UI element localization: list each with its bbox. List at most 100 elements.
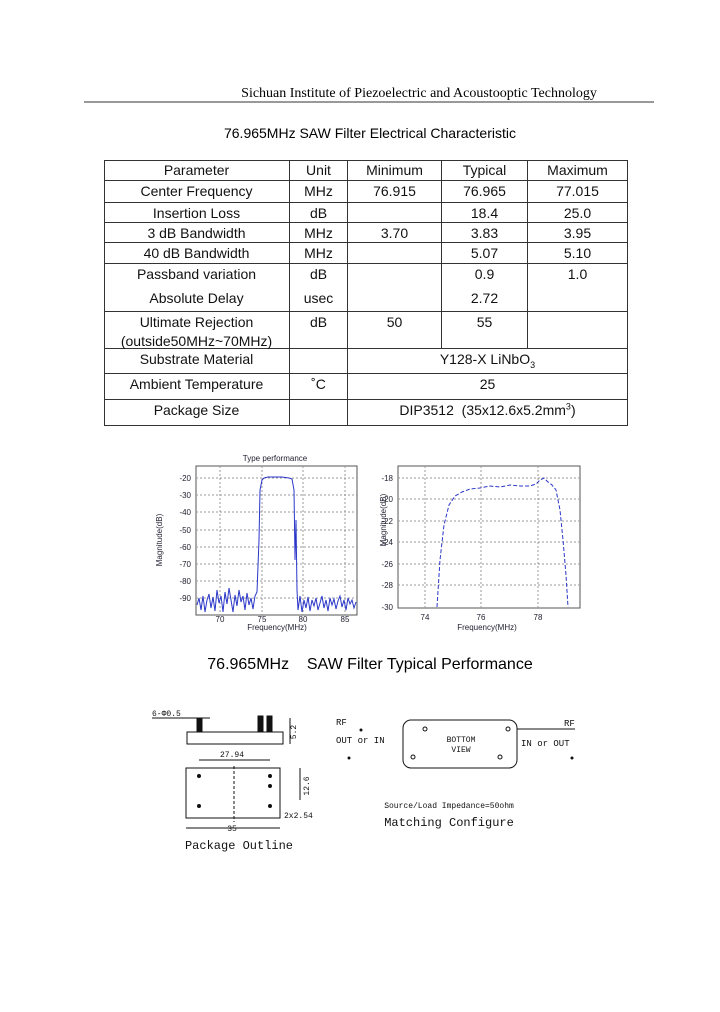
table-cell: 3.83: [442, 223, 528, 243]
value-end: ): [570, 402, 576, 418]
matching-caption: Matching Configure: [384, 816, 514, 830]
parameter-line: (outside50MHz~70MHz): [120, 333, 273, 349]
column-header: Minimum: [366, 162, 423, 178]
y-tick-label: -30: [381, 603, 393, 612]
x-axis-label: Frequency(MHz): [247, 623, 307, 632]
maximum: 25.0: [563, 205, 592, 221]
minimum: 3.70: [380, 225, 409, 241]
plot-frame: [195, 465, 358, 616]
table-cell: [348, 203, 442, 223]
x-tick-label: 74: [421, 613, 430, 622]
y-tick-label: -70: [179, 560, 191, 569]
table-cell: dB: [290, 312, 348, 349]
y-tick-label: -80: [179, 577, 191, 586]
x-tick-label: 75: [258, 615, 267, 624]
y-tick-label: -20: [381, 495, 393, 504]
performance-title: 76.965MHz SAW Filter Typical Performance: [207, 656, 533, 673]
x-tick-label: 76: [477, 613, 486, 622]
table-cell: 3 dB Bandwidth: [104, 223, 290, 243]
typical: 2.72: [470, 290, 499, 306]
table-cell: dB: [290, 203, 348, 223]
column-header: Parameter: [163, 162, 230, 178]
table-cell: Absolute Delay: [104, 288, 290, 312]
table-border: [104, 160, 105, 426]
parameter: Passband variation: [136, 266, 257, 282]
parameter: Center Frequency: [140, 183, 253, 199]
table-cell: Substrate Material: [104, 349, 290, 374]
span-label: 27.94: [220, 751, 244, 760]
table-cell: MHz: [290, 243, 348, 264]
unit: MHz: [304, 245, 333, 261]
table-cell: 5.10: [528, 243, 628, 264]
table-cell: 55: [442, 312, 528, 349]
unit: MHz: [304, 225, 333, 241]
pin-hole: [197, 804, 201, 808]
grid: [398, 466, 580, 608]
node: [347, 756, 351, 760]
y-tick-label: -26: [381, 560, 393, 569]
pin: [505, 726, 511, 732]
unit: MHz: [304, 183, 333, 199]
table-cell: Passband variation: [104, 264, 290, 288]
unit: dB: [309, 266, 328, 282]
rf-label: RF: [564, 719, 575, 729]
maximum: 5.10: [563, 245, 592, 261]
column-header: Typical: [462, 162, 507, 178]
minimum: 76.915: [373, 183, 416, 199]
matching-configuration: RF OUT or IN BOTTOM VIEW RF IN or OUT So…: [336, 718, 575, 830]
parameter: 40 dB Bandwidth: [143, 245, 250, 261]
y-tick-label: -28: [381, 581, 393, 590]
x-axis-label: Frequency(MHz): [457, 623, 517, 632]
typical: 3.83: [470, 225, 499, 241]
package-top: [185, 767, 281, 819]
table-cell: 1.0: [528, 264, 628, 288]
unit: dB: [309, 314, 328, 330]
y-tick-label: -40: [179, 508, 191, 517]
table-cell: usec: [290, 288, 348, 312]
value: 25: [479, 376, 496, 392]
x-tick-label: 70: [216, 615, 225, 624]
table-cell: 25.0: [528, 203, 628, 223]
pin: [257, 715, 264, 733]
table-cell: [348, 243, 442, 264]
view-label: BOTTOM: [447, 736, 476, 745]
pin-hole: [268, 784, 272, 788]
table-cell: Insertion Loss: [104, 203, 290, 223]
table-cell: Unit: [290, 160, 348, 181]
typical: 0.9: [474, 266, 495, 282]
unit: usec: [303, 290, 334, 306]
value: DIP3512 (35x12.6x5.2mm: [399, 402, 566, 418]
value-superscript: 3: [565, 401, 571, 412]
table-cell: 0.9: [442, 264, 528, 288]
table-cell: 3.95: [528, 223, 628, 243]
parameter: Insertion Loss: [152, 205, 241, 221]
typical: 76.965: [463, 183, 506, 199]
minimum: 50: [386, 314, 403, 330]
table-cell: [528, 288, 628, 312]
pin: [422, 726, 428, 732]
node: [359, 728, 363, 732]
height-label: 5.2: [290, 725, 299, 740]
table-cell: [290, 400, 348, 426]
pins-label: 6-Φ0.5: [152, 710, 181, 719]
table-cell: 18.4: [442, 203, 528, 223]
pin: [497, 754, 503, 760]
parameter: Substrate Material: [139, 351, 254, 367]
y-tick-label: -50: [179, 526, 191, 535]
figure-title: Type performance: [243, 454, 308, 463]
parameter: Package Size: [153, 402, 240, 418]
pin-hole: [268, 774, 272, 778]
table-cell: [348, 264, 442, 288]
x-tick-label: 85: [341, 615, 350, 624]
length-label: 35: [227, 825, 237, 834]
maximum: 77.015: [556, 183, 599, 199]
y-axis-label: Magnitude(dB): [155, 513, 164, 566]
grid: [196, 466, 357, 615]
table-cell: 76.965: [442, 181, 528, 203]
impedance-note: Source/Load Impedance=50ohm: [384, 802, 514, 811]
table-cell: 76.915: [348, 181, 442, 203]
y-tick-label: -30: [179, 491, 191, 500]
table-cell: ˚C: [290, 374, 348, 400]
y-tick-label: -18: [381, 474, 393, 483]
